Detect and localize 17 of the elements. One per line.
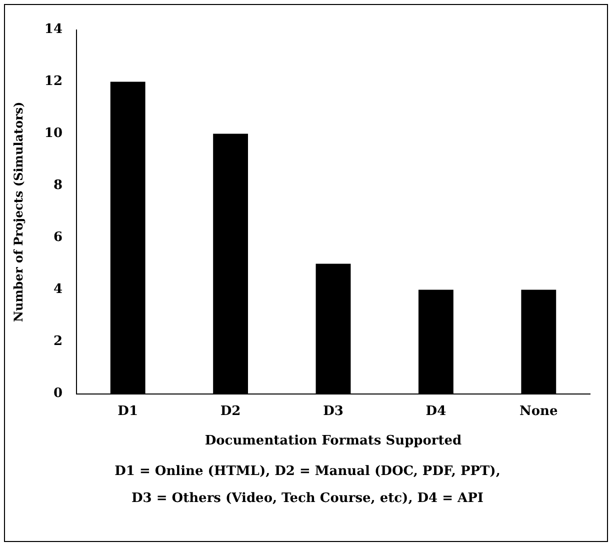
y-tick-label: 4 <box>53 282 62 298</box>
y-tick-label: 6 <box>53 230 62 246</box>
y-tick-label: 14 <box>44 22 62 38</box>
x-tick-label: D2 <box>220 404 241 419</box>
x-tick-label: None <box>520 404 558 419</box>
x-axis-title: Documentation Formats Supported <box>204 434 462 449</box>
y-tick-label: 2 <box>53 334 62 350</box>
y-axis-title: Number of Projects (Simulators) <box>11 102 26 322</box>
y-tick-label: 10 <box>44 126 62 142</box>
x-tick-label: D4 <box>426 404 446 419</box>
text: D3 = Others (Video, Tech Course, etc), D4 = API <box>130 490 484 508</box>
y-tick-label: 0 <box>53 386 62 402</box>
text: D1 = Online (HTML), D2 = Manual (DOC, PDF, PPT), <box>114 463 502 481</box>
x-tick-label: D3 <box>323 404 344 419</box>
y-tick-label: 8 <box>53 178 62 194</box>
x-tick-label: D1 <box>118 404 138 419</box>
y-tick-label: 12 <box>44 74 62 90</box>
